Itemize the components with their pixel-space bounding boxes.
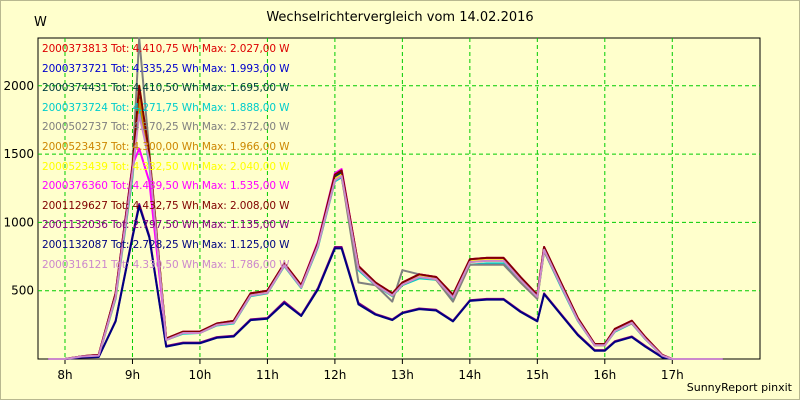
legend-entry-2000523437: 2000523437 Tot: 4.300,00 Wh Max: 1.966,0… <box>42 140 290 153</box>
y-tick-label: 500 <box>11 284 34 298</box>
x-tick-label: 10h <box>189 368 212 382</box>
footer-credit: SunnyReport pinxit <box>686 381 792 394</box>
legend-entry-2000316121: 2000316121 Tot: 4.330,50 Wh Max: 1.786,0… <box>42 258 290 271</box>
y-tick-label: 1500 <box>3 147 34 161</box>
legend-entry-2000376360: 2000376360 Tot: 4.439,50 Wh Max: 1.535,0… <box>42 180 290 193</box>
legend-entry-2000373724: 2000373724 Tot: 4.271,75 Wh Max: 1.888,0… <box>42 101 290 114</box>
x-tick-label: 16h <box>593 368 616 382</box>
legend-entry-2000374431: 2000374431 Tot: 4.410,50 Wh Max: 1.695,0… <box>42 82 290 95</box>
chart-title: Wechselrichtervergleich vom 14.02.2016 <box>266 10 534 25</box>
plot-area <box>37 37 761 360</box>
x-tick-label: 15h <box>526 368 549 382</box>
legend-entry-2000523439: 2000523439 Tot: 4.332,50 Wh Max: 2.040,0… <box>42 160 290 173</box>
x-tick-label: 12h <box>323 368 346 382</box>
x-tick-label: 11h <box>256 368 279 382</box>
x-tick-label: 9h <box>125 368 140 382</box>
legend: 2000373813 Tot: 4.410,75 Wh Max: 2.027,0… <box>42 42 290 277</box>
x-tick-label: 17h <box>661 368 684 382</box>
series-line-2001132087 <box>48 205 723 360</box>
y-tick-label: 1000 <box>3 215 34 229</box>
legend-entry-2000502737: 2000502737 Tot: 4.370,25 Wh Max: 2.372,0… <box>42 121 290 134</box>
y-tick-label: 2000 <box>3 79 34 93</box>
legend-entry-2001132036: 2001132036 Tot: 2.797,50 Wh Max: 1.135,0… <box>42 219 290 232</box>
legend-entry-2001129627: 2001129627 Tot: 4.432,75 Wh Max: 2.008,0… <box>42 199 290 212</box>
x-tick-label: 13h <box>391 368 414 382</box>
series-line-2000316121 <box>48 113 723 360</box>
legend-entry-2001132087: 2001132087 Tot: 2.728,25 Wh Max: 1.125,0… <box>42 238 290 251</box>
legend-entry-2000373813: 2000373813 Tot: 4.410,75 Wh Max: 2.027,0… <box>42 43 290 55</box>
x-tick-label: 8h <box>57 368 72 382</box>
y-axis-unit: W <box>34 15 47 30</box>
x-tick-label: 14h <box>458 368 481 382</box>
legend-entry-2000373721: 2000373721 Tot: 4.335,25 Wh Max: 1.993,0… <box>42 62 290 75</box>
